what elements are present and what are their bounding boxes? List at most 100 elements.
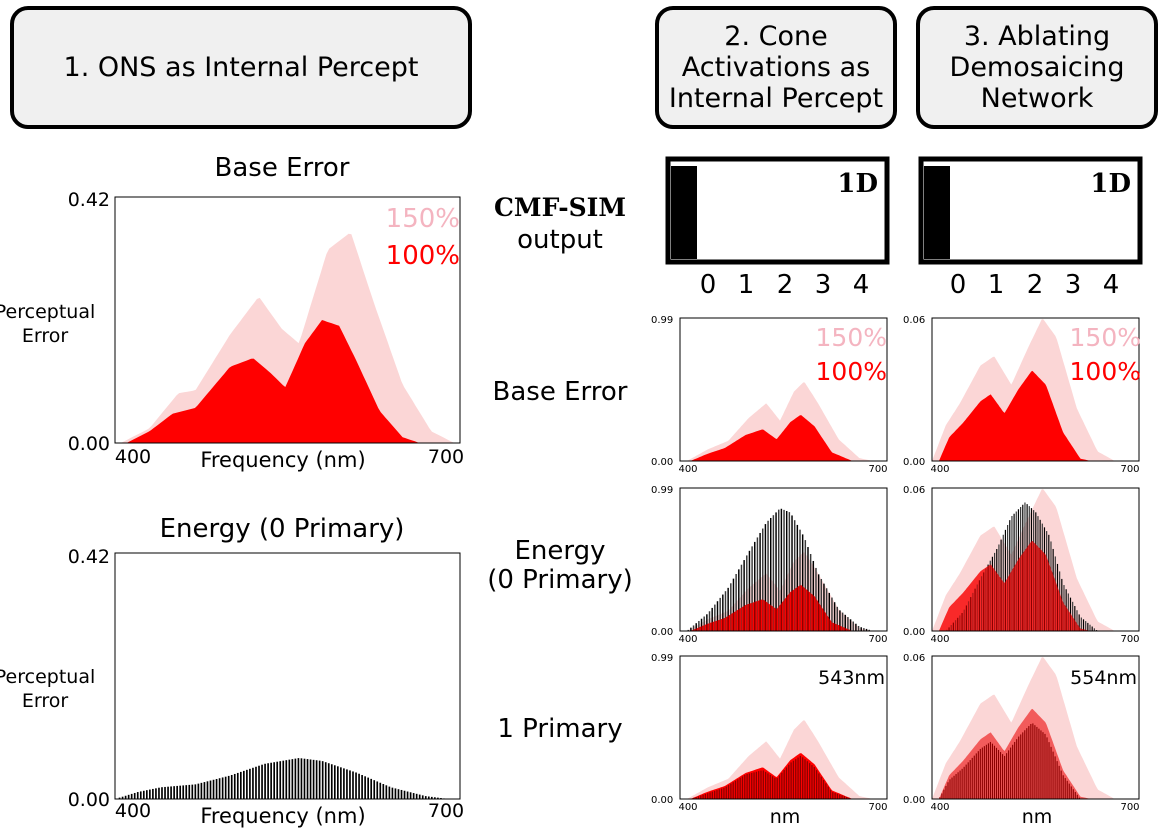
bar-mark <box>973 755 975 799</box>
bar-mark <box>825 783 827 799</box>
bar-mark <box>777 509 780 631</box>
bar-mark <box>327 763 330 799</box>
bar-mark <box>719 597 721 631</box>
bar-mark <box>809 763 811 799</box>
x-axis-label: nm <box>770 806 801 828</box>
bar-mark <box>437 797 439 799</box>
bar-mark <box>1056 761 1058 799</box>
x-tick-right: 700 <box>868 634 887 645</box>
bar-mark <box>687 629 689 631</box>
bar-mark <box>732 782 734 799</box>
bar-mark <box>865 628 868 631</box>
y-tick-bottom: 0.00 <box>903 627 925 638</box>
bar-mark <box>977 751 979 799</box>
bar-mark <box>355 772 357 799</box>
bar-mark <box>795 759 797 799</box>
legend-150: 150% <box>386 204 460 234</box>
bar-mark <box>1004 755 1006 799</box>
bar-mark <box>965 764 967 799</box>
row-label-cmf-sim: CMF-SIM <box>494 193 626 222</box>
bar-mark <box>760 770 762 799</box>
y-tick-top: 0.06 <box>903 315 925 326</box>
bar-mark <box>720 788 723 799</box>
bar-mark <box>716 601 719 631</box>
bar-mark <box>343 768 345 799</box>
bar-mark <box>267 763 269 799</box>
plot-frame <box>114 196 461 444</box>
bar-mark <box>764 524 767 631</box>
bar-mark <box>188 784 191 799</box>
bar-mark <box>765 771 767 799</box>
bar-mark <box>985 744 987 799</box>
bar-mark <box>833 602 836 631</box>
bar-mark <box>170 786 172 799</box>
bar-mark <box>133 792 136 799</box>
bar-mark <box>246 769 248 799</box>
bar-mark <box>706 614 708 631</box>
bar-mark <box>409 792 412 799</box>
bar-mark <box>999 752 1002 799</box>
bar-mark <box>799 529 801 631</box>
bar-mark <box>836 793 839 799</box>
bar-mark <box>697 796 700 799</box>
plot-frame <box>679 487 888 632</box>
chart-title: Energy (0 Primary) <box>160 514 405 544</box>
bar-mark <box>941 793 943 799</box>
bar-mark <box>743 560 745 631</box>
bar-mark <box>382 784 385 799</box>
legend-100: 100% <box>816 357 887 386</box>
row-label-cmf-output: output <box>517 225 603 255</box>
bar-mark <box>751 772 753 799</box>
bar-mark <box>846 796 848 799</box>
bar-mark <box>711 791 713 799</box>
bar-mark <box>203 782 206 799</box>
bar-mark <box>303 758 306 799</box>
bar-mark <box>979 748 981 799</box>
y-tick-top: 0.06 <box>903 653 925 664</box>
bar-mark <box>146 790 148 799</box>
bar-mark <box>841 612 844 631</box>
bar-mark <box>825 588 828 631</box>
bar-mark <box>243 770 245 799</box>
cmf-tick-2: 2 <box>777 270 794 300</box>
bar-mark <box>1014 741 1016 799</box>
bar-mark <box>215 778 218 799</box>
bar-mark <box>780 508 783 631</box>
bar-mark <box>130 793 133 799</box>
bar-mark <box>709 792 711 799</box>
bar-mark <box>776 778 778 799</box>
bar-mark <box>758 771 760 799</box>
bar-mark <box>1078 614 1080 631</box>
bar-mark <box>836 606 838 631</box>
chart-cone-one-primary: 0.99 0.00 400 700 543nm nm <box>651 653 888 828</box>
bar-mark <box>735 574 737 631</box>
peak-annotation: 554nm <box>1070 667 1137 689</box>
bar-mark <box>1076 794 1078 799</box>
bar-mark <box>852 621 854 631</box>
cmf-box <box>918 156 1143 265</box>
bar-mark <box>1078 797 1080 799</box>
bar-mark <box>118 797 121 799</box>
bar-mark <box>730 583 732 631</box>
bar-mark <box>1022 732 1024 799</box>
bar-mark <box>279 761 282 799</box>
bar-mark <box>807 547 809 631</box>
bar-mark <box>863 628 865 631</box>
bar-mark <box>799 755 802 799</box>
bar-mark <box>975 753 977 799</box>
x-tick-right: 700 <box>868 464 887 475</box>
bar-mark <box>152 788 154 799</box>
cmf-tick-2: 2 <box>1027 270 1044 300</box>
cmf-tick-0: 0 <box>700 270 717 300</box>
x-axis-label: Frequency (nm) <box>200 804 365 828</box>
bar-mark <box>767 520 769 631</box>
cmf-tick-1: 1 <box>988 270 1005 300</box>
bar-mark <box>200 782 203 799</box>
bar-mark <box>791 515 793 631</box>
bar-mark <box>700 795 702 799</box>
bar-mark <box>804 759 806 799</box>
bar-mark <box>321 761 324 799</box>
bar-mark <box>1060 770 1062 799</box>
chart-ablate-energy: 0.06 0.00 400 700 <box>903 485 1140 645</box>
bar-mark <box>983 746 985 799</box>
